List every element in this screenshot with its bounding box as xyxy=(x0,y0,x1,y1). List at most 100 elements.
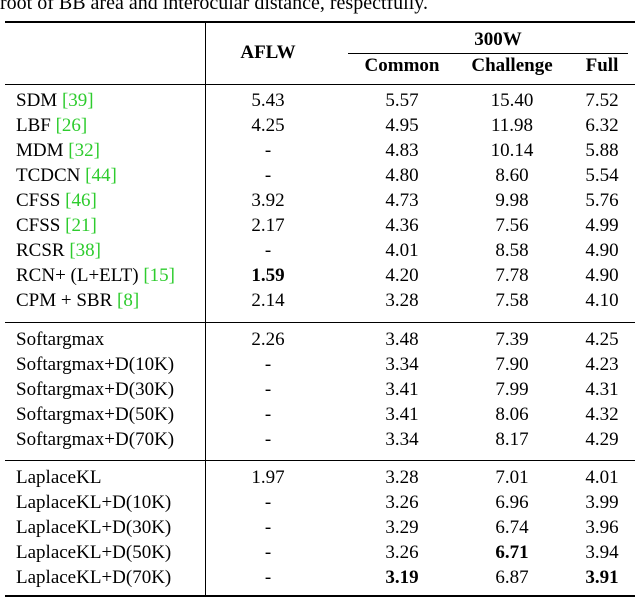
method-label: Softargmax+D(70K) xyxy=(16,429,175,450)
full-value: 5.54 xyxy=(585,165,619,186)
challenge-value: 8.17 xyxy=(495,429,529,450)
aflw-value: - xyxy=(264,140,272,161)
table-row: LaplaceKL+D(70K) - 3.19 6.87 3.91 xyxy=(0,565,640,590)
challenge-value: 15.40 xyxy=(490,90,534,111)
method-label: SDM xyxy=(16,90,62,111)
common-value: 4.83 xyxy=(385,140,419,161)
citation-link[interactable]: [15] xyxy=(143,265,175,286)
aflw-value: - xyxy=(264,165,272,186)
aflw-value: - xyxy=(264,517,272,538)
common-value: 4.20 xyxy=(385,265,419,286)
citation-link[interactable]: [39] xyxy=(61,90,94,111)
citation-link[interactable]: [46] xyxy=(65,190,97,211)
common-value: 4.36 xyxy=(385,215,419,236)
aflw-value: 4.25 xyxy=(251,115,285,136)
table-row: Softargmax+D(70K) - 3.34 8.17 4.29 xyxy=(0,427,640,452)
citation-link[interactable]: [38] xyxy=(69,240,101,261)
method-name: LBF [26] xyxy=(16,113,87,138)
challenge-value: 6.71 xyxy=(495,542,529,563)
common-value: 4.80 xyxy=(385,165,419,186)
method-name: MDM [32] xyxy=(16,138,100,163)
citation-link[interactable]: [32] xyxy=(68,140,100,161)
challenge-value: 7.58 xyxy=(495,290,529,311)
challenge-value: 6.87 xyxy=(495,567,529,588)
method-name: LaplaceKL+D(10K) xyxy=(16,490,171,515)
challenge-value: 7.78 xyxy=(495,265,529,286)
header-full: Full xyxy=(585,55,619,76)
aflw-value: - xyxy=(264,240,272,261)
table-row: LaplaceKL+D(30K) - 3.29 6.74 3.96 xyxy=(0,515,640,540)
full-value: 4.90 xyxy=(585,265,619,286)
full-value: 5.88 xyxy=(585,140,619,161)
section-divider xyxy=(5,460,635,461)
table-row: Softargmax+D(30K) - 3.41 7.99 4.31 xyxy=(0,377,640,402)
method-name: CFSS [46] xyxy=(16,188,97,213)
table-row: Softargmax 2.26 3.48 7.39 4.25 xyxy=(0,327,640,352)
citation-link[interactable]: [44] xyxy=(85,165,117,186)
common-value: 3.28 xyxy=(385,467,419,488)
common-value: 3.48 xyxy=(385,329,419,350)
challenge-value: 8.58 xyxy=(495,240,529,261)
header-rule xyxy=(5,84,635,85)
full-value: 5.76 xyxy=(585,190,619,211)
method-name: Softargmax+D(50K) xyxy=(16,402,174,427)
column-divider xyxy=(205,22,206,596)
citation-link[interactable]: [21] xyxy=(65,215,97,236)
full-value: 4.32 xyxy=(585,404,619,425)
citation-link[interactable]: [26] xyxy=(55,115,88,136)
table-row: LBF [26] 4.25 4.95 11.98 6.32 xyxy=(0,113,640,138)
method-label: LaplaceKL xyxy=(16,467,102,488)
full-value: 4.23 xyxy=(585,354,619,375)
challenge-value: 8.60 xyxy=(495,165,529,186)
method-name: TCDCN [44] xyxy=(16,163,117,188)
full-value: 6.32 xyxy=(585,115,619,136)
challenge-value: 7.01 xyxy=(495,467,529,488)
challenge-value: 7.90 xyxy=(495,354,529,375)
common-value: 3.34 xyxy=(385,429,419,450)
aflw-value: 2.14 xyxy=(251,290,285,311)
table-row: CFSS [46] 3.92 4.73 9.98 5.76 xyxy=(0,188,640,213)
challenge-value: 10.14 xyxy=(490,140,534,161)
method-name: CFSS [21] xyxy=(16,213,97,238)
aflw-value: 2.17 xyxy=(251,215,285,236)
header-challenge: Challenge xyxy=(471,55,553,76)
method-name: LaplaceKL+D(30K) xyxy=(16,515,171,540)
table-row: MDM [32] - 4.83 10.14 5.88 xyxy=(0,138,640,163)
aflw-value: 1.97 xyxy=(251,467,285,488)
method-label: LaplaceKL+D(10K) xyxy=(16,492,172,513)
challenge-value: 7.99 xyxy=(495,379,529,400)
method-label: Softargmax xyxy=(16,329,105,350)
common-value: 3.41 xyxy=(385,379,419,400)
header-300w: 300W xyxy=(474,29,522,50)
common-value: 3.41 xyxy=(385,404,419,425)
challenge-value: 6.74 xyxy=(495,517,529,538)
header-common: Common xyxy=(364,55,440,76)
aflw-value: 2.26 xyxy=(251,329,285,350)
aflw-value: - xyxy=(264,429,272,450)
common-value: 4.95 xyxy=(385,115,419,136)
method-label: LaplaceKL+D(70K) xyxy=(16,567,172,588)
aflw-value: - xyxy=(264,354,272,375)
table-row: LaplaceKL 1.97 3.28 7.01 4.01 xyxy=(0,465,640,490)
table-row: Softargmax+D(10K) - 3.34 7.90 4.23 xyxy=(0,352,640,377)
common-value: 3.26 xyxy=(385,542,419,563)
table-row: Softargmax+D(50K) - 3.41 8.06 4.32 xyxy=(0,402,640,427)
full-value: 7.52 xyxy=(585,90,619,111)
method-name: LaplaceKL+D(50K) xyxy=(16,540,171,565)
challenge-value: 7.56 xyxy=(495,215,529,236)
method-label: RCSR xyxy=(16,240,70,261)
common-value: 3.19 xyxy=(385,567,419,588)
method-label: CPM + SBR xyxy=(16,290,118,311)
table-row: LaplaceKL+D(50K) - 3.26 6.71 3.94 xyxy=(0,540,640,565)
table-row: CFSS [21] 2.17 4.36 7.56 4.99 xyxy=(0,213,640,238)
table-row: SDM [39] 5.43 5.57 15.40 7.52 xyxy=(0,88,640,113)
bottom-rule xyxy=(5,595,635,597)
method-name: LaplaceKL+D(70K) xyxy=(16,565,171,590)
challenge-value: 6.96 xyxy=(495,492,529,513)
citation-link[interactable]: [8] xyxy=(117,290,140,311)
header-aflw: AFLW xyxy=(240,42,296,63)
aflw-value: 3.92 xyxy=(251,190,285,211)
table-row: CPM + SBR [8] 2.14 3.28 7.58 4.10 xyxy=(0,288,640,313)
method-label: Softargmax+D(50K) xyxy=(16,404,175,425)
aflw-value: 1.59 xyxy=(251,265,285,286)
